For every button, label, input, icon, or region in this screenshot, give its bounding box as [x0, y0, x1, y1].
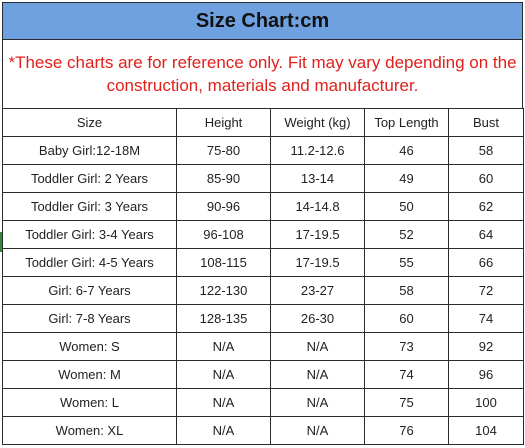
table-row: Girl: 6-7 Years 122-130 23-27 58 72 — [2, 276, 524, 305]
cell-weight: N/A — [270, 332, 365, 361]
cell-height: 75-80 — [176, 136, 271, 165]
cell-top-length: 75 — [364, 388, 449, 417]
header-row: Size Height Weight (kg) Top Length Bust — [2, 108, 524, 137]
column-header-bust: Bust — [448, 108, 524, 137]
cell-bust: 96 — [448, 360, 524, 389]
cell-height: 90-96 — [176, 192, 271, 221]
chart-title: Size Chart:cm — [2, 2, 523, 40]
cell-height: N/A — [176, 332, 271, 361]
table-row: Women: M N/A N/A 74 96 — [2, 360, 524, 389]
cell-weight: 23-27 — [270, 276, 365, 305]
reference-note: *These charts are for reference only. Fi… — [2, 40, 523, 108]
cell-bust: 100 — [448, 388, 524, 417]
cell-top-length: 46 — [364, 136, 449, 165]
table-row: Women: S N/A N/A 73 92 — [2, 332, 524, 361]
cell-height: 96-108 — [176, 220, 271, 249]
cell-bust: 74 — [448, 304, 524, 333]
cell-bust: 66 — [448, 248, 524, 277]
table-row: Girl: 7-8 Years 128-135 26-30 60 74 — [2, 304, 524, 333]
cell-size: Girl: 7-8 Years — [2, 304, 177, 333]
cell-top-length: 49 — [364, 164, 449, 193]
cell-weight: 14-14.8 — [270, 192, 365, 221]
cell-height: 128-135 — [176, 304, 271, 333]
cell-weight: N/A — [270, 388, 365, 417]
cell-top-length: 76 — [364, 416, 449, 445]
cell-size: Women: XL — [2, 416, 177, 445]
cell-weight: 11.2-12.6 — [270, 136, 365, 165]
table-row: Toddler Girl: 2 Years 85-90 13-14 49 60 — [2, 164, 524, 193]
cell-bust: 92 — [448, 332, 524, 361]
cell-height: N/A — [176, 360, 271, 389]
cell-bust: 64 — [448, 220, 524, 249]
cell-bust: 104 — [448, 416, 524, 445]
cell-top-length: 74 — [364, 360, 449, 389]
column-header-size: Size — [2, 108, 177, 137]
cell-height: N/A — [176, 388, 271, 417]
size-table: Size Height Weight (kg) Top Length Bust … — [2, 108, 524, 445]
cell-height: N/A — [176, 416, 271, 445]
cell-top-length: 60 — [364, 304, 449, 333]
table-row: Toddler Girl: 3 Years 90-96 14-14.8 50 62 — [2, 192, 524, 221]
cell-height: 122-130 — [176, 276, 271, 305]
column-header-top-length: Top Length — [364, 108, 449, 137]
cell-size: Women: M — [2, 360, 177, 389]
cell-top-length: 50 — [364, 192, 449, 221]
cell-top-length: 55 — [364, 248, 449, 277]
table-row: Baby Girl:12-18M 75-80 11.2-12.6 46 58 — [2, 136, 524, 165]
cell-size: Toddler Girl: 3 Years — [2, 192, 177, 221]
column-header-weight: Weight (kg) — [270, 108, 365, 137]
cell-bust: 58 — [448, 136, 524, 165]
cell-height: 108-115 — [176, 248, 271, 277]
row-marker — [0, 232, 2, 252]
cell-height: 85-90 — [176, 164, 271, 193]
cell-bust: 60 — [448, 164, 524, 193]
table-row: Women: L N/A N/A 75 100 — [2, 388, 524, 417]
table-row: Toddler Girl: 3-4 Years 96-108 17-19.5 52 64 — [2, 220, 524, 249]
cell-top-length: 73 — [364, 332, 449, 361]
column-header-height: Height — [176, 108, 271, 137]
cell-weight: 13-14 — [270, 164, 365, 193]
cell-weight: 17-19.5 — [270, 248, 365, 277]
table-row: Toddler Girl: 4-5 Years 108-115 17-19.5 55 6… — [2, 248, 524, 277]
table-row: Women: XL N/A N/A 76 104 — [2, 416, 524, 445]
cell-size: Toddler Girl: 4-5 Years — [2, 248, 177, 277]
cell-bust: 62 — [448, 192, 524, 221]
cell-weight: N/A — [270, 416, 365, 445]
cell-weight: 26-30 — [270, 304, 365, 333]
cell-size: Baby Girl:12-18M — [2, 136, 177, 165]
cell-size: Toddler Girl: 2 Years — [2, 164, 177, 193]
cell-size: Women: S — [2, 332, 177, 361]
cell-top-length: 58 — [364, 276, 449, 305]
cell-size: Toddler Girl: 3-4 Years — [2, 220, 177, 249]
cell-size: Girl: 6-7 Years — [2, 276, 177, 305]
cell-weight: N/A — [270, 360, 365, 389]
cell-weight: 17-19.5 — [270, 220, 365, 249]
cell-bust: 72 — [448, 276, 524, 305]
cell-size: Women: L — [2, 388, 177, 417]
cell-top-length: 52 — [364, 220, 449, 249]
